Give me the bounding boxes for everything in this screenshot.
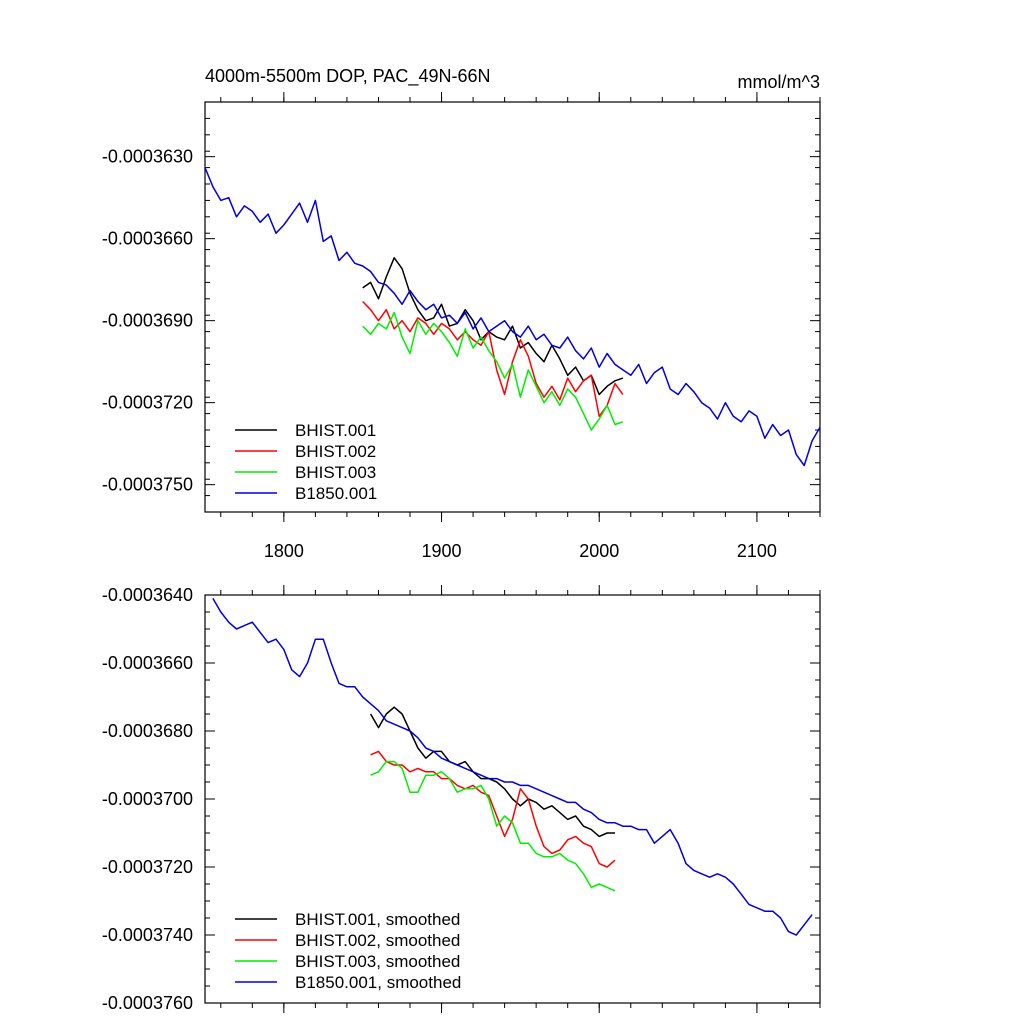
legend-entry: BHIST.002, smoothed: [295, 931, 460, 950]
legend-entry: BHIST.002: [295, 442, 376, 461]
legend-entry: B1850.001: [295, 484, 377, 503]
series-line: [362, 257, 624, 396]
series-line: [204, 167, 821, 467]
legend: BHIST.001, smoothed BHIST.002, smoothed BH…: [235, 910, 461, 992]
legend-entry: BHIST.001, smoothed: [295, 910, 460, 929]
y-tick-label: -0.0003680: [102, 721, 193, 741]
series-line: [362, 300, 624, 418]
series-line: [370, 750, 616, 868]
legend: BHIST.001 BHIST.002 BHIST.003 B1850.001: [235, 421, 377, 503]
y-tick-label: -0.0003720: [102, 857, 193, 877]
series-line: [212, 598, 813, 936]
series-line: [362, 311, 624, 431]
y-tick-label: -0.0003630: [102, 147, 193, 167]
legend-entry: BHIST.001: [295, 421, 376, 440]
y-tick-label: -0.0003660: [102, 229, 193, 249]
y-tick-label: -0.0003740: [102, 925, 193, 945]
chart-title: 4000m-5500m DOP, PAC_49N-66N: [205, 66, 490, 87]
y-tick-label: -0.0003750: [102, 475, 193, 495]
series-line: [369, 706, 615, 838]
chart-panel-1: -0.0003630 -0.0003660 -0.0003690 -0.0003720…: [102, 66, 821, 561]
plot-frame: [204, 101, 821, 513]
series-line: [370, 760, 616, 892]
x-tick-label: 1800: [264, 541, 304, 561]
y-tick-label: -0.0003660: [102, 653, 193, 673]
y-tick-label: -0.0003690: [102, 311, 193, 331]
y-tick-label: -0.0003700: [102, 789, 193, 809]
y-tick-label: -0.0003640: [102, 585, 193, 605]
chart-panel-2: -0.0003640 -0.0003660 -0.0003680 -0.0003700…: [102, 585, 821, 1013]
legend-entry: BHIST.003, smoothed: [295, 952, 460, 971]
x-tick-label: 1900: [422, 541, 462, 561]
units-label: mmol/m^3: [738, 72, 820, 92]
y-tick-label: -0.0003760: [102, 993, 193, 1013]
x-tick-label: 2100: [737, 541, 777, 561]
legend-entry: BHIST.003: [295, 463, 376, 482]
x-tick-label: 2000: [579, 541, 619, 561]
y-tick-label: -0.0003720: [102, 393, 193, 413]
legend-entry: B1850.001, smoothed: [295, 973, 461, 992]
